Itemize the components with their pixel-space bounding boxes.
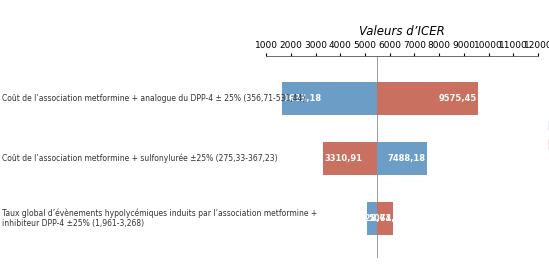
Bar [378,81,478,115]
Bar [282,81,378,115]
Bar [378,142,427,175]
Text: Taux global d’évènements hypolycémiques induits par l’association metformine +
i: Taux global d’évènements hypolycémiques … [2,209,317,228]
Text: 5071,82: 5071,82 [368,214,406,223]
Text: Coût de l’association metformine + sulfonylurée ±25% (275,33-367,23): Coût de l’association metformine + sulfo… [2,153,277,163]
X-axis label: Valeurs d’ICER: Valeurs d’ICER [359,25,445,38]
Bar [323,142,378,175]
Text: 6128,64: 6128,64 [353,214,391,223]
Text: 3310,91: 3310,91 [325,154,363,163]
Legend: Minimum, Maximum: Minimum, Maximum [545,117,549,153]
Text: 1633,18: 1633,18 [283,94,322,103]
Text: 9575,45: 9575,45 [439,94,477,103]
Bar [378,202,393,235]
Text: Coût de l’association metformine + analogue du DPP-4 ± 25% (356,71-531,44): Coût de l’association metformine + analo… [2,94,305,103]
Text: 7488,18: 7488,18 [387,154,425,163]
Bar [367,202,378,235]
